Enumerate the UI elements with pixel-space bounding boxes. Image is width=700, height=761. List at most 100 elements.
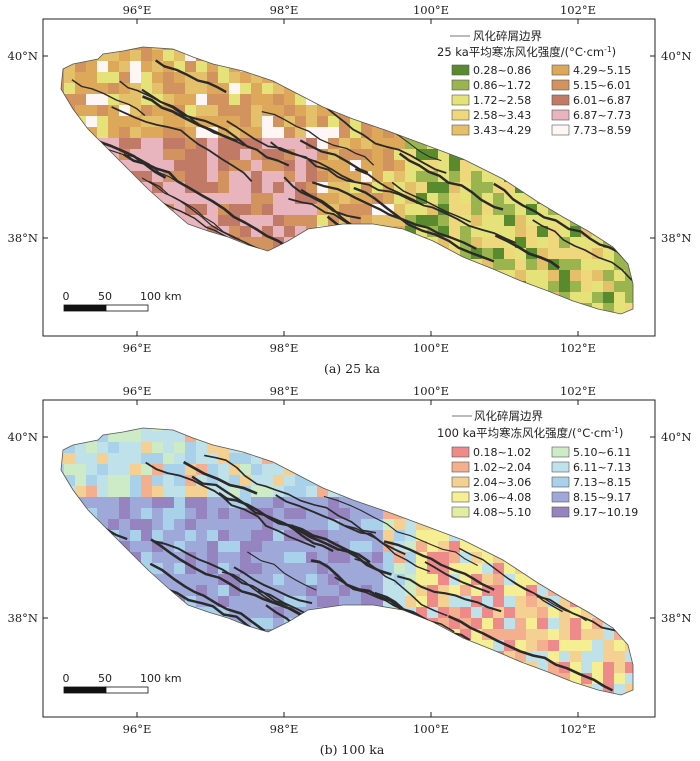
raster-cell <box>284 138 296 150</box>
raster-cell <box>196 149 208 161</box>
raster-cell <box>317 508 329 520</box>
raster-cell <box>427 193 439 205</box>
legend-class-label: 7.13~8.15 <box>573 476 631 489</box>
raster-cell <box>108 442 120 454</box>
fracture-line <box>509 579 587 622</box>
raster-cell <box>328 171 340 183</box>
raster-cell <box>537 662 549 674</box>
raster-cell <box>174 453 186 465</box>
raster-cell <box>559 618 571 630</box>
raster-cell <box>196 541 208 553</box>
raster-cell <box>295 160 307 172</box>
raster-cell <box>119 464 131 476</box>
raster-cell <box>152 453 164 465</box>
raster-cell <box>526 596 538 608</box>
raster-cell <box>174 585 186 597</box>
raster-cell <box>570 248 582 260</box>
raster-cell <box>306 215 318 227</box>
raster-cell <box>218 171 230 183</box>
raster-cell <box>240 94 252 106</box>
raster-cell <box>350 508 362 520</box>
raster-cell <box>174 442 186 454</box>
raster-cell <box>218 453 230 465</box>
legend-swatch <box>451 109 470 121</box>
raster-cell <box>75 475 87 487</box>
raster-cell <box>482 574 494 586</box>
raster-cell <box>592 662 604 674</box>
raster-cell <box>240 72 252 84</box>
raster-cell <box>130 431 142 443</box>
fracture-line <box>261 110 375 166</box>
raster-cell <box>306 204 318 216</box>
raster-cell <box>273 530 285 542</box>
raster-cell <box>218 552 230 564</box>
raster-cell <box>86 464 98 476</box>
raster-cell <box>273 519 285 531</box>
raster-cell <box>295 127 307 139</box>
raster-cell <box>317 552 329 564</box>
raster-cell <box>504 618 516 630</box>
raster-cell <box>548 640 560 652</box>
raster-cell <box>284 160 296 172</box>
raster-cell <box>295 541 307 553</box>
raster-cell <box>438 541 450 553</box>
raster-cell <box>548 629 560 641</box>
raster-cell <box>592 281 604 293</box>
raster-cell <box>185 149 197 161</box>
raster-cell <box>383 171 395 183</box>
raster-cell <box>75 61 87 73</box>
raster-cell <box>526 574 538 586</box>
raster-cell <box>163 464 175 476</box>
raster-cell <box>405 596 417 608</box>
raster-cell <box>196 475 208 487</box>
fracture-line <box>447 615 614 692</box>
raster-cell <box>141 497 153 509</box>
raster-cell <box>251 193 263 205</box>
raster-cell <box>251 138 263 150</box>
raster-cell <box>471 215 483 227</box>
fracture-line <box>323 495 478 566</box>
raster-cell <box>97 94 109 106</box>
raster-cell <box>317 171 329 183</box>
raster-cell <box>328 127 340 139</box>
raster-cell <box>317 530 329 542</box>
raster-cell <box>559 281 571 293</box>
raster-cell <box>141 431 153 443</box>
raster-cell <box>361 171 373 183</box>
raster-cell <box>218 94 230 106</box>
legend-class-label: 5.10~6.11 <box>573 446 631 459</box>
raster-cell <box>196 486 208 498</box>
raster-cell <box>328 138 340 150</box>
raster-cell <box>372 552 384 564</box>
legend-class-label: 8.15~9.17 <box>573 491 631 504</box>
raster-cell <box>108 486 120 498</box>
raster-cell <box>141 149 153 161</box>
raster-cell <box>207 83 219 95</box>
lon-ticks-top-b: 96°E 98°E 100°E 102°E <box>123 384 596 405</box>
raster-cell <box>372 204 384 216</box>
raster-cell <box>537 618 549 630</box>
raster-cell <box>196 160 208 172</box>
raster-cell <box>64 72 76 84</box>
raster-cell <box>537 281 549 293</box>
legend-class-label: 0.86~1.72 <box>473 79 531 92</box>
raster-cell <box>284 226 296 238</box>
raster-cell <box>229 585 241 597</box>
raster-cell <box>218 607 230 619</box>
raster-cell <box>262 607 274 619</box>
raster-cell <box>251 574 263 586</box>
raster-cell <box>350 596 362 608</box>
raster-cell <box>229 464 241 476</box>
raster-cell <box>262 563 274 575</box>
raster-cell <box>185 160 197 172</box>
raster-cell <box>493 215 505 227</box>
raster-cell <box>295 204 307 216</box>
raster-cell <box>317 193 329 205</box>
raster-cell <box>339 149 351 161</box>
raster-cell <box>361 215 373 227</box>
raster-cell <box>207 94 219 106</box>
raster-cell <box>130 530 142 542</box>
raster-cell <box>482 618 494 630</box>
raster-cell <box>207 453 219 465</box>
raster-cell <box>262 193 274 205</box>
